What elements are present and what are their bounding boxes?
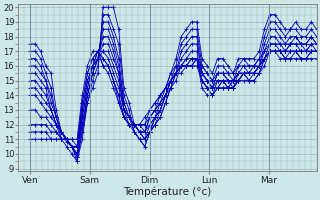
- X-axis label: Température (°c): Température (°c): [123, 186, 212, 197]
